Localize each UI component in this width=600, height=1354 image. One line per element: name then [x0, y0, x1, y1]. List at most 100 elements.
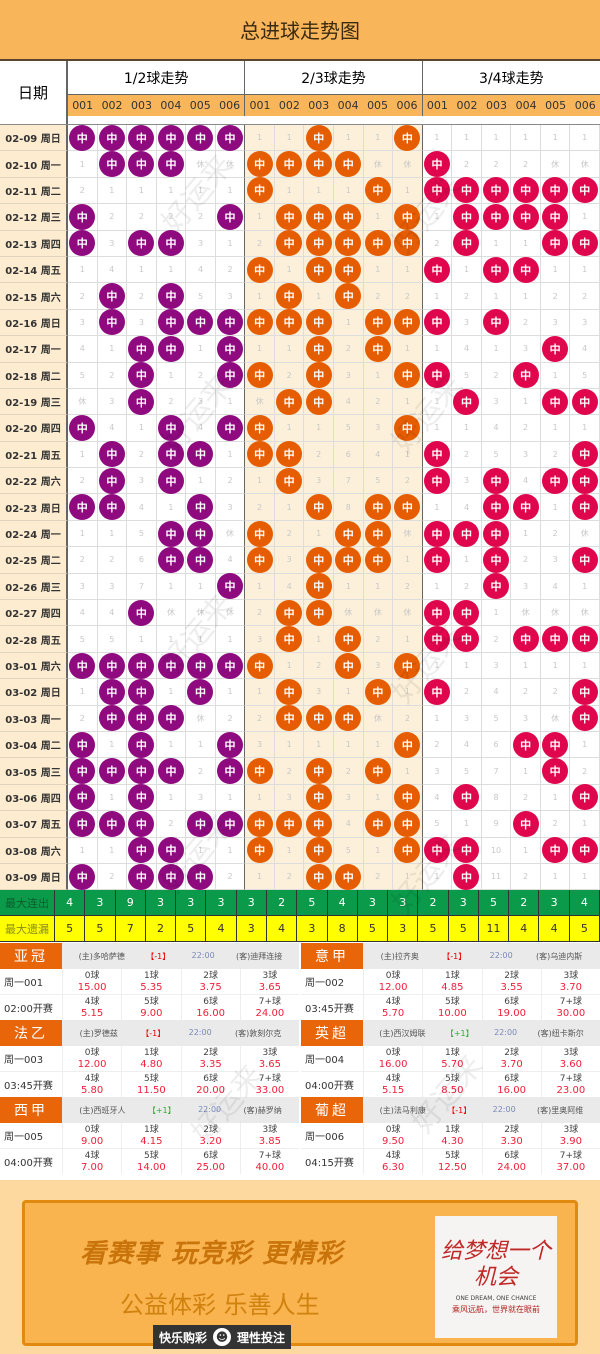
stat-value: 5	[569, 916, 600, 943]
trend-cell: 7	[127, 573, 157, 601]
trend-cell: 中	[570, 467, 600, 495]
odds-cell[interactable]: 3球 3.65	[240, 1046, 299, 1072]
match-info: (主)多哈萨德 【-1】 22:00 (客)迪拜连接	[62, 951, 299, 962]
miss-count: 5	[79, 370, 85, 380]
odds-cell[interactable]: 4球 7.00	[63, 1149, 122, 1175]
miss-count: 2	[197, 212, 204, 222]
miss-count: 休	[344, 608, 353, 618]
odds-cell[interactable]: 0球 9.50	[364, 1123, 423, 1149]
odds-cell[interactable]: 2球 3.20	[181, 1123, 240, 1149]
trend-cell: 中	[97, 678, 128, 706]
odds-cell[interactable]: 6球 16.00	[482, 1072, 541, 1098]
match-card[interactable]: 意甲 (主)拉齐奥 【-1】 22:00 (客)乌迪内斯 周一002 03:45开赛 0球 12…	[301, 943, 600, 1021]
odds-cell[interactable]: 2球 3.70	[482, 1046, 541, 1072]
odds-cell[interactable]: 1球 5.70	[423, 1046, 482, 1072]
trend-cell: 中	[97, 309, 128, 337]
goal-label: 3球	[563, 1124, 579, 1135]
odds-cell[interactable]: 5球 11.50	[122, 1072, 181, 1098]
hit-ball: 中	[246, 151, 273, 178]
odds-cell[interactable]: 1球 4.15	[122, 1123, 181, 1149]
odds-cell[interactable]: 5球 14.00	[122, 1149, 181, 1175]
match-header: 西甲 (主)西班牙人 【+1】 22:00 (客)赫罗纳	[0, 1097, 299, 1124]
hit-ball: 中	[69, 810, 96, 837]
hit-ball: 中	[157, 467, 184, 494]
odds-cell[interactable]: 5球 12.50	[423, 1149, 482, 1175]
row-date: 02-16 周日	[0, 309, 68, 337]
odds-cell[interactable]: 6球 24.00	[482, 1149, 541, 1175]
odds-cell[interactable]: 6球 25.00	[181, 1149, 240, 1175]
odds-cell[interactable]: 7+球 23.00	[541, 1072, 600, 1098]
odds-cell[interactable]: 6球 20.00	[181, 1072, 240, 1098]
odds-cell[interactable]: 7+球 40.00	[240, 1149, 299, 1175]
odds-cell[interactable]: 4球 6.30	[364, 1149, 423, 1175]
miss-count: 1	[109, 344, 115, 354]
odds-cell[interactable]: 2球 3.30	[482, 1123, 541, 1149]
odds-cell[interactable]: 0球 12.00	[63, 1046, 122, 1072]
odds-cell[interactable]: 7+球 33.00	[240, 1072, 299, 1098]
odds-cell[interactable]: 6球 16.00	[181, 995, 240, 1021]
odds-cell[interactable]: 5球 8.50	[423, 1072, 482, 1098]
hit-ball: 中	[453, 520, 480, 547]
odds-cell[interactable]: 3球 3.70	[541, 969, 600, 995]
trend-cell: 1	[570, 573, 600, 601]
odds-cell[interactable]: 4球 5.70	[364, 995, 423, 1021]
odds-cell[interactable]: 1球 4.80	[122, 1046, 181, 1072]
miss-count: 1	[138, 265, 144, 275]
odds-cell[interactable]: 1球 4.30	[423, 1123, 482, 1149]
odds-cell[interactable]: 2球 3.35	[181, 1046, 240, 1072]
odds-cell[interactable]: 1球 4.85	[423, 969, 482, 995]
promo-banner[interactable]: 看赛事 玩竞彩 更精彩 公益体彩 乐善人生 快乐购彩 ☻ 理性投注 给梦想一个机会 …	[0, 1180, 600, 1354]
odds-cell[interactable]: 3球 3.65	[240, 969, 299, 995]
odds-cell[interactable]: 1球 5.35	[122, 969, 181, 995]
odds-cell[interactable]: 0球 16.00	[364, 1046, 423, 1072]
odds-cell[interactable]: 5球 10.00	[423, 995, 482, 1021]
trend-cell: 1	[422, 863, 453, 891]
trend-cell: 1	[393, 863, 423, 891]
odds-cell[interactable]: 5球 9.00	[122, 995, 181, 1021]
miss-count: 休	[580, 159, 589, 169]
odds-cell[interactable]: 7+球 24.00	[240, 995, 299, 1021]
odds-cell[interactable]: 2球 3.75	[181, 969, 240, 995]
odds-cell[interactable]: 4球 5.15	[63, 995, 122, 1021]
odds-cell[interactable]: 7+球 30.00	[541, 995, 600, 1021]
odds-cell[interactable]: 4球 5.80	[63, 1072, 122, 1098]
match-card[interactable]: 亚冠 (主)多哈萨德 【-1】 22:00 (客)迪拜连接 周一001 02:00开赛 0球 1…	[0, 943, 299, 1021]
odds-cell[interactable]: 3球 3.85	[240, 1123, 299, 1149]
trend-cell: 中	[245, 810, 275, 838]
trend-cell: 中	[127, 731, 157, 759]
table-header: 日期 1/2球走势 001 002 003 004 005 006 2/3球走势 001 002…	[0, 61, 600, 125]
odds-cell[interactable]: 3球 3.90	[541, 1123, 600, 1149]
hit-ball: 中	[69, 203, 96, 230]
trend-cell: 1	[393, 256, 423, 284]
trend-cell: 4	[452, 731, 482, 759]
hit-ball: 中	[305, 309, 332, 336]
miss-count: 1	[197, 845, 204, 855]
trend-cell: 1	[68, 837, 98, 864]
odds-cell[interactable]: 0球 12.00	[364, 969, 423, 995]
goal-label: 0球	[84, 1124, 100, 1135]
trend-cell: 1	[274, 415, 305, 442]
stat-value: 3	[85, 890, 116, 917]
odds-cell[interactable]: 3球 3.60	[541, 1046, 600, 1072]
hit-ball: 中	[157, 652, 184, 679]
match-card[interactable]: 葡超 (主)法马利康 【-1】 22:00 (客)里奥阿维 周一006 04:15开赛 0球 9…	[301, 1097, 600, 1175]
odds-cell[interactable]: 7+球 37.00	[541, 1149, 600, 1175]
match-card[interactable]: 西甲 (主)西班牙人 【+1】 22:00 (客)赫罗纳 周一005 04:00开赛 0球 9.…	[0, 1097, 299, 1175]
trend-cell: 中	[393, 731, 423, 759]
trend-cell: 1	[97, 837, 128, 864]
trend-cell: 休	[215, 520, 246, 548]
miss-count: 2	[257, 608, 263, 618]
match-card[interactable]: 法乙 (主)罗德兹 【-1】 22:00 (客)敦刻尔克 周一003 03:45开赛 0球 12…	[0, 1020, 299, 1098]
odds-cell[interactable]: 2球 3.55	[482, 969, 541, 995]
trend-cell: 5	[68, 362, 98, 389]
trend-cell: 2	[127, 283, 157, 310]
start-time: 03:45开赛	[0, 1072, 62, 1098]
match-card[interactable]: 英超 (主)西汉姆联 【+1】 22:00 (客)纽卡斯尔 周一004 04:00开赛 0球 1…	[301, 1020, 600, 1098]
odds-cell[interactable]: 0球 15.00	[63, 969, 122, 995]
miss-count: 1	[523, 238, 529, 248]
odds-cell[interactable]: 6球 19.00	[482, 995, 541, 1021]
trend-cell: 中	[274, 203, 305, 231]
odds-cell[interactable]: 0球 9.00	[63, 1123, 122, 1149]
odds-cell[interactable]: 4球 5.15	[364, 1072, 423, 1098]
odds-value: 5.70	[381, 1007, 405, 1019]
